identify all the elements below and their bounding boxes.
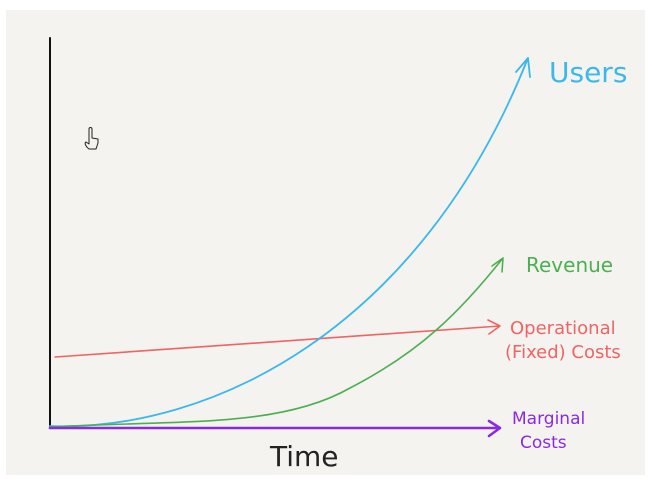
operational-label: Operational [510,318,616,339]
marginal-label: Marginal [512,409,585,429]
users-label: Users [549,56,627,89]
marginal-label: Costs [520,433,567,453]
users-curve [49,57,531,428]
cursor [84,127,99,150]
revenue-curve [49,257,504,428]
revenue-label: Revenue [526,253,613,277]
operational-costs-line [54,319,501,358]
canvas [6,10,645,475]
x-axis-label: Time [269,440,339,473]
marginal-costs-line [48,419,502,438]
operational-label: (Fixed) Costs [505,342,621,363]
